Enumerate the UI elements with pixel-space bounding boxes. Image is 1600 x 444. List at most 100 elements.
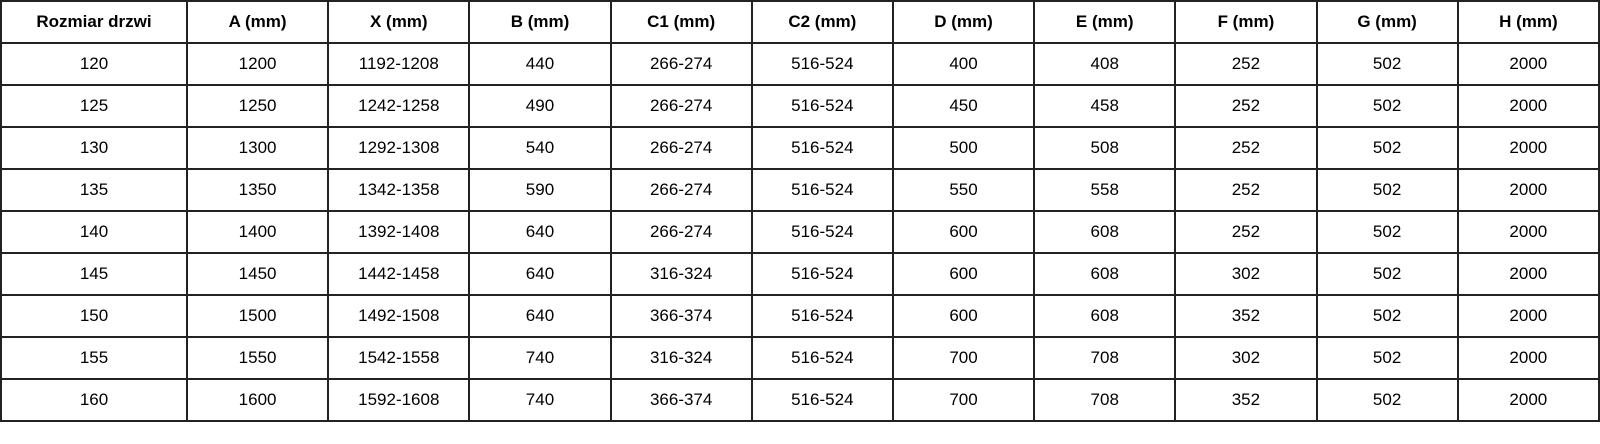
column-header: C1 (mm) [609, 0, 753, 44]
table-cell: 600 [891, 294, 1036, 338]
table-row: 155 1550 1542-1558 740 316-324 516-524 700 708 3… [0, 336, 1600, 380]
table-cell: 516-524 [750, 42, 894, 86]
dimensions-table: Rozmiar drzwi A (mm) X (mm) B (mm) C1 (mm) C2… [0, 0, 1600, 422]
table-cell: 1200 [185, 42, 330, 86]
table-cell: 266-274 [609, 126, 753, 170]
table-cell: 1342-1358 [327, 168, 471, 212]
table-cell: 1250 [185, 84, 330, 128]
table-cell: 516-524 [750, 168, 894, 212]
table-row: 140 1400 1392-1408 640 266-274 516-524 600 608 2… [0, 210, 1600, 254]
table-cell: 640 [468, 294, 612, 338]
table-cell: 516-524 [750, 378, 894, 422]
table-cell: 130 [0, 126, 188, 170]
table-cell: 502 [1315, 378, 1459, 422]
table-cell: 352 [1174, 294, 1318, 338]
table-cell: 2000 [1456, 126, 1600, 170]
column-header: C2 (mm) [750, 0, 894, 44]
table-cell: 502 [1315, 126, 1459, 170]
table-cell: 516-524 [750, 294, 894, 338]
table-cell: 608 [1033, 294, 1177, 338]
table-cell: 155 [0, 336, 188, 380]
table-cell: 1192-1208 [327, 42, 471, 86]
table-cell: 366-374 [609, 378, 753, 422]
table-cell: 740 [468, 336, 612, 380]
table-cell: 266-274 [609, 84, 753, 128]
table-cell: 302 [1174, 336, 1318, 380]
table-row: 120 1200 1192-1208 440 266-274 516-524 400 408 2… [0, 42, 1600, 86]
table-cell: 400 [891, 42, 1036, 86]
table-cell: 1392-1408 [327, 210, 471, 254]
table-cell: 1292-1308 [327, 126, 471, 170]
table-cell: 1600 [185, 378, 330, 422]
table-cell: 316-324 [609, 336, 753, 380]
column-header: F (mm) [1174, 0, 1318, 44]
table-cell: 1442-1458 [327, 252, 471, 296]
column-header: B (mm) [468, 0, 612, 44]
table-cell: 516-524 [750, 252, 894, 296]
table-cell: 558 [1033, 168, 1177, 212]
table-cell: 700 [891, 378, 1036, 422]
table-cell: 600 [891, 252, 1036, 296]
table-cell: 408 [1033, 42, 1177, 86]
table-cell: 500 [891, 126, 1036, 170]
table-cell: 458 [1033, 84, 1177, 128]
table-cell: 502 [1315, 168, 1459, 212]
table-cell: 1400 [185, 210, 330, 254]
header-row: Rozmiar drzwi A (mm) X (mm) B (mm) C1 (mm) C2… [0, 0, 1600, 44]
table-cell: 700 [891, 336, 1036, 380]
table-cell: 150 [0, 294, 188, 338]
table-cell: 502 [1315, 210, 1459, 254]
table-cell: 266-274 [609, 168, 753, 212]
table-cell: 302 [1174, 252, 1318, 296]
table-cell: 266-274 [609, 210, 753, 254]
table-cell: 490 [468, 84, 612, 128]
table-cell: 252 [1174, 84, 1318, 128]
table-cell: 450 [891, 84, 1036, 128]
table-cell: 352 [1174, 378, 1318, 422]
table-cell: 125 [0, 84, 188, 128]
table-cell: 1450 [185, 252, 330, 296]
table-cell: 502 [1315, 294, 1459, 338]
table-cell: 316-324 [609, 252, 753, 296]
table-cell: 516-524 [750, 126, 894, 170]
table-cell: 740 [468, 378, 612, 422]
table-cell: 516-524 [750, 84, 894, 128]
table-cell: 440 [468, 42, 612, 86]
column-header: E (mm) [1033, 0, 1177, 44]
table-cell: 608 [1033, 210, 1177, 254]
table-row: 135 1350 1342-1358 590 266-274 516-524 550 558 2… [0, 168, 1600, 212]
table-cell: 508 [1033, 126, 1177, 170]
table-cell: 1550 [185, 336, 330, 380]
table-cell: 2000 [1456, 168, 1600, 212]
column-header: D (mm) [891, 0, 1036, 44]
table-cell: 2000 [1456, 252, 1600, 296]
column-header: X (mm) [327, 0, 471, 44]
column-header: G (mm) [1315, 0, 1459, 44]
table-cell: 1350 [185, 168, 330, 212]
table-cell: 502 [1315, 42, 1459, 86]
table-cell: 2000 [1456, 84, 1600, 128]
table-cell: 140 [0, 210, 188, 254]
table-cell: 1592-1608 [327, 378, 471, 422]
table-cell: 708 [1033, 336, 1177, 380]
table-cell: 145 [0, 252, 188, 296]
table-cell: 590 [468, 168, 612, 212]
table-cell: 502 [1315, 252, 1459, 296]
table-cell: 516-524 [750, 336, 894, 380]
table-cell: 540 [468, 126, 612, 170]
table-cell: 2000 [1456, 378, 1600, 422]
table-row: 145 1450 1442-1458 640 316-324 516-524 600 608 3… [0, 252, 1600, 296]
table-cell: 2000 [1456, 294, 1600, 338]
table-cell: 1242-1258 [327, 84, 471, 128]
column-header: A (mm) [185, 0, 330, 44]
table-cell: 608 [1033, 252, 1177, 296]
table-cell: 550 [891, 168, 1036, 212]
table-row: 150 1500 1492-1508 640 366-374 516-524 600 608 3… [0, 294, 1600, 338]
table-cell: 266-274 [609, 42, 753, 86]
column-header: H (mm) [1456, 0, 1600, 44]
table-cell: 2000 [1456, 210, 1600, 254]
table-cell: 502 [1315, 84, 1459, 128]
table-row: 130 1300 1292-1308 540 266-274 516-524 500 508 2… [0, 126, 1600, 170]
table-cell: 1542-1558 [327, 336, 471, 380]
table-cell: 252 [1174, 210, 1318, 254]
